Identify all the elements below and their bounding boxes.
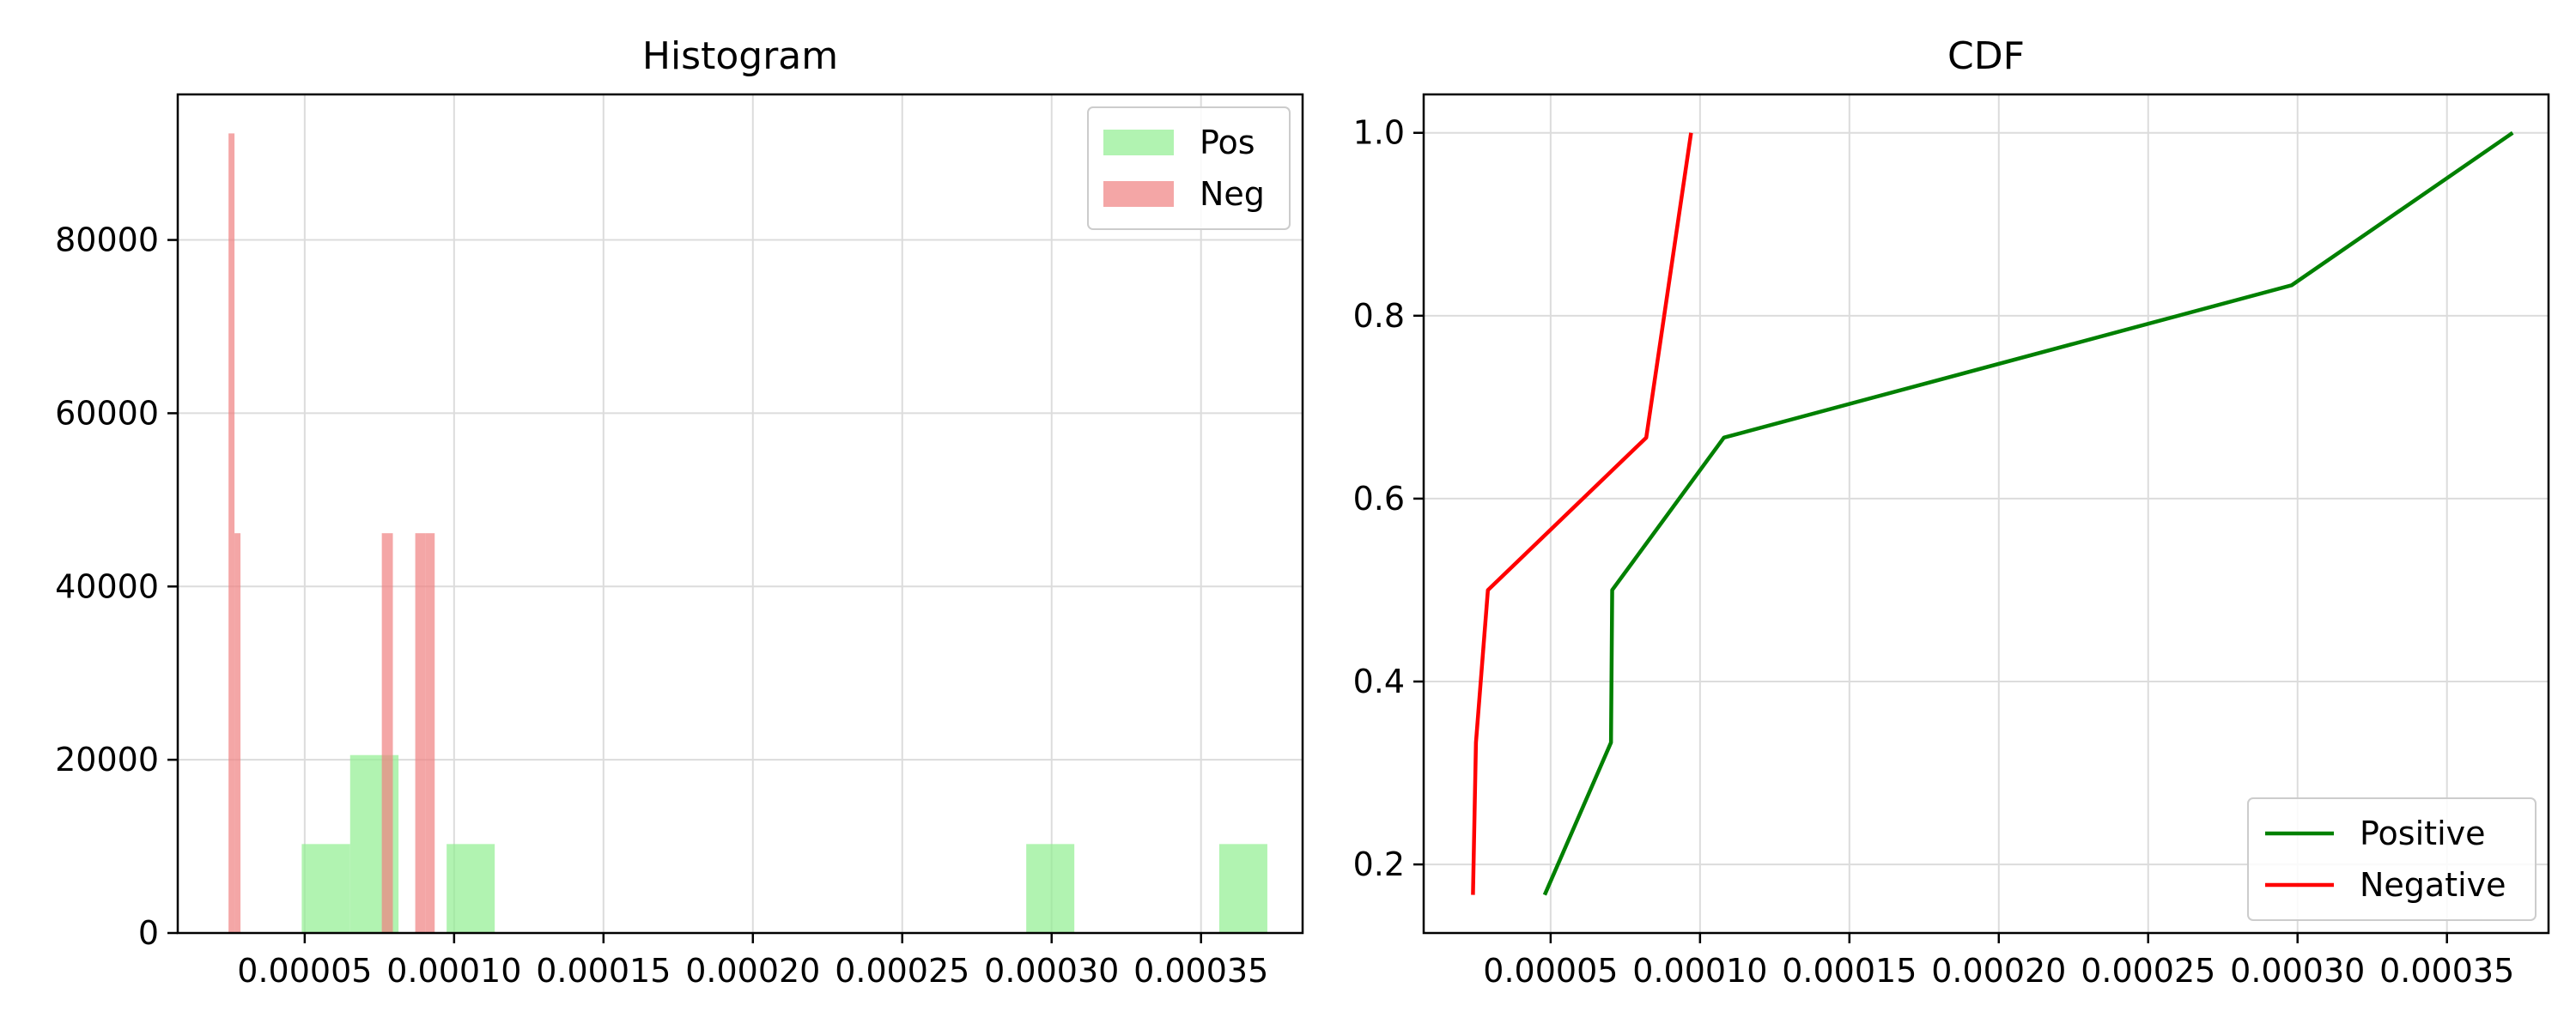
histogram-title: Histogram (642, 34, 838, 78)
y-tick-label: 20000 (55, 741, 159, 779)
y-tick-label: 0 (138, 914, 159, 952)
cdf-panel: 0.00005 0.00010 0.00015 0.00020 0.00025 0.000… (1353, 34, 2550, 990)
x-tick-label: 0.00030 (2230, 952, 2365, 990)
y-tick-label: 0.4 (1353, 663, 1405, 700)
pos-histogram-bar (1218, 844, 1267, 933)
pos-histogram-bar (447, 844, 495, 933)
neg-histogram-bar (381, 533, 393, 933)
neg-histogram-bar (228, 133, 235, 933)
histogram-legend: Pos Neg (1087, 106, 1291, 230)
cdf-axes-frame (1422, 93, 2550, 935)
y-tick-label: 0.2 (1353, 845, 1405, 883)
x-tick-label: 0.00030 (984, 952, 1119, 990)
histogram-panel: 0.00005 0.00010 0.00015 0.00020 0.00025 0.000… (55, 34, 1304, 990)
cdf-y-ticks: 0.2 0.4 0.6 0.8 1.0 (1353, 114, 1424, 883)
histogram-y-ticks: 0 20000 40000 60000 80000 (55, 221, 178, 952)
positive-cdf-line (1542, 130, 2514, 896)
neg-histogram-bar (415, 533, 426, 933)
x-tick-label: 0.00005 (237, 952, 372, 990)
pos-histogram-bar (1026, 844, 1075, 933)
histogram-axes-frame (176, 93, 1304, 935)
neg-histogram-bar (234, 533, 241, 933)
y-tick-label: 0.8 (1353, 297, 1405, 335)
cdf-x-ticks: 0.00005 0.00010 0.00015 0.00020 0.00025 0.000… (1483, 933, 2514, 990)
x-tick-label: 0.00035 (2379, 952, 2514, 990)
y-tick-label: 40000 (55, 567, 159, 605)
positive-legend-label: Positive (2360, 815, 2486, 852)
neg-histogram-bar (425, 533, 435, 933)
x-tick-label: 0.00005 (1483, 952, 1618, 990)
pos-legend-label: Pos (1200, 124, 1255, 161)
negative-legend-label: Negative (2360, 866, 2506, 904)
legend-box (2247, 797, 2537, 921)
x-tick-label: 0.00020 (685, 952, 820, 990)
y-tick-label: 60000 (55, 394, 159, 432)
neg-legend-swatch (1103, 181, 1174, 207)
cdf-title: CDF (1947, 34, 2025, 78)
x-tick-label: 0.00010 (1632, 952, 1767, 990)
histogram-bars (228, 133, 1267, 933)
x-tick-label: 0.00020 (1931, 952, 2066, 990)
neg-legend-label: Neg (1200, 175, 1265, 213)
y-tick-label: 1.0 (1353, 114, 1405, 152)
negative-cdf-line (1471, 132, 1693, 895)
pos-legend-swatch (1103, 130, 1174, 155)
x-tick-label: 0.00025 (835, 952, 969, 990)
cdf-lines (1471, 130, 2514, 896)
x-tick-label: 0.00025 (2081, 952, 2215, 990)
x-tick-label: 0.00010 (386, 952, 521, 990)
histogram-x-ticks: 0.00005 0.00010 0.00015 0.00020 0.00025 0.000… (237, 933, 1268, 990)
cdf-legend: Positive Negative (2247, 797, 2537, 921)
x-tick-label: 0.00015 (1782, 952, 1917, 990)
x-tick-label: 0.00015 (536, 952, 671, 990)
y-tick-label: 80000 (55, 221, 159, 259)
x-tick-label: 0.00035 (1133, 952, 1268, 990)
y-tick-label: 0.6 (1353, 480, 1405, 518)
pos-histogram-bar (301, 844, 350, 933)
